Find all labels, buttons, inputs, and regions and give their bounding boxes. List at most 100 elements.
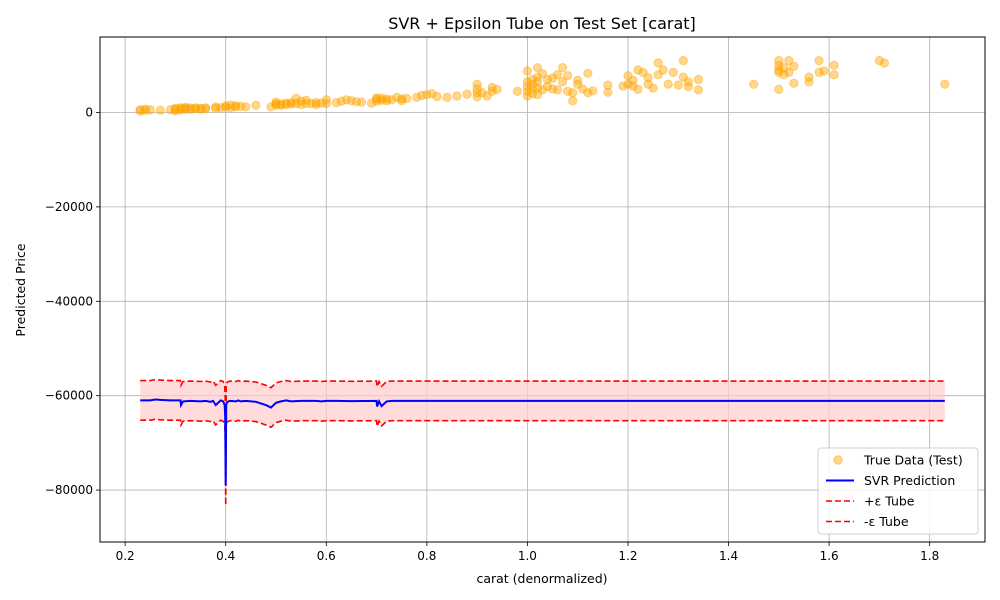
scatter-point [774, 55, 784, 66]
scatter-point [331, 98, 341, 108]
scatter-point [568, 88, 578, 98]
y-tick-label: −80000 [45, 483, 93, 497]
scatter-point [190, 103, 201, 113]
scatter-point [562, 71, 573, 81]
scatter-point [527, 74, 538, 85]
scatter-point [522, 86, 533, 96]
scatter-point [432, 91, 442, 102]
y-tick-label: −20000 [45, 200, 93, 214]
scatter-point [749, 79, 759, 89]
scatter-point [779, 70, 789, 80]
scatter-point [814, 55, 824, 66]
scatter-point [236, 101, 246, 112]
chart-title: SVR + Epsilon Tube on Test Set [carat] [388, 14, 696, 33]
scatter-point [301, 95, 311, 105]
prediction-lines [140, 378, 945, 506]
scatter-point [135, 105, 145, 115]
scatter-point [472, 79, 482, 89]
legend-label: SVR Prediction [864, 473, 955, 488]
scatter-point [542, 82, 553, 92]
scatter-point [874, 55, 885, 66]
legend-label: -ε Tube [864, 514, 909, 529]
scatter-point [829, 60, 839, 70]
x-tick-label: 0.8 [417, 549, 436, 563]
scatter-point [487, 82, 497, 93]
scatter-point [271, 97, 281, 107]
scatter-point [371, 93, 382, 103]
plot-frame [99, 36, 986, 543]
scatter-point [819, 66, 829, 76]
x-tick-label: 1.6 [820, 549, 839, 563]
scatter-point [683, 77, 693, 87]
scatter-point [532, 90, 543, 100]
scatter-point [683, 82, 693, 92]
scatter-point [311, 98, 321, 108]
epsilon-tube-fill [140, 379, 945, 506]
scatter-point [618, 81, 628, 91]
scatter-point [386, 95, 397, 105]
scatter-point [376, 93, 387, 104]
scatter-point [940, 79, 950, 89]
svr-prediction-line [140, 398, 945, 486]
scatter-point [512, 86, 523, 96]
scatter-point [482, 91, 492, 101]
scatter-point [663, 79, 673, 89]
scatter-point [155, 105, 165, 115]
scatter-point [231, 101, 241, 111]
scatter-point [532, 77, 543, 87]
scatter-point [648, 83, 658, 93]
scatter-point [251, 100, 261, 111]
scatter-point [356, 97, 367, 107]
scatter-point [241, 102, 251, 112]
scatter-point [442, 92, 452, 103]
scatter-point [301, 98, 311, 109]
x-tick-label: 1.0 [518, 549, 537, 563]
scatter-point [321, 98, 331, 109]
x-tick-label: 1.4 [719, 549, 738, 563]
scatter-point [653, 70, 663, 80]
scatter-point [628, 81, 638, 91]
upper-tube-line [140, 378, 945, 466]
scatter-point [633, 65, 643, 75]
scatter-point [427, 89, 437, 99]
lower-tube-line [140, 418, 945, 506]
scatter-point [522, 91, 533, 101]
scatter-point [492, 84, 502, 95]
scatter-point [583, 88, 593, 98]
scatter-point [573, 75, 583, 86]
scatter-point [784, 67, 794, 78]
scatter-point [784, 55, 794, 66]
scatter-point [452, 91, 462, 101]
scatter-point [774, 60, 784, 70]
scatter-point [462, 89, 472, 99]
x-tick-label: 0.2 [116, 549, 135, 563]
scatter-point [668, 67, 678, 78]
y-axis-label: Predicted Price [13, 243, 28, 336]
scatter-point [693, 74, 704, 85]
scatter-point [402, 93, 412, 104]
scatter-point [397, 94, 407, 104]
scatter-point [588, 86, 598, 96]
scatter-point [552, 85, 563, 95]
x-tick-label: 0.4 [216, 549, 235, 563]
scatter-points [135, 55, 950, 116]
scatter-point [562, 86, 573, 96]
scatter-point [774, 84, 784, 95]
scatter-point [658, 65, 668, 75]
scatter-point [829, 70, 839, 80]
scatter-point [201, 103, 211, 113]
x-tick-label: 1.2 [618, 549, 637, 563]
scatter-point [542, 74, 553, 85]
scatter-point [412, 92, 422, 103]
scatter-point [316, 98, 326, 108]
scatter-point [537, 69, 548, 79]
scatter-point [291, 93, 301, 104]
scatter-point [774, 67, 784, 78]
scatter-point [804, 77, 814, 87]
scatter-point [804, 72, 814, 82]
x-axis-label: carat (denormalized) [476, 571, 607, 586]
scatter-point [653, 58, 663, 68]
scatter-point [532, 72, 543, 82]
scatter-point [557, 77, 568, 87]
scatter-point [568, 96, 578, 106]
